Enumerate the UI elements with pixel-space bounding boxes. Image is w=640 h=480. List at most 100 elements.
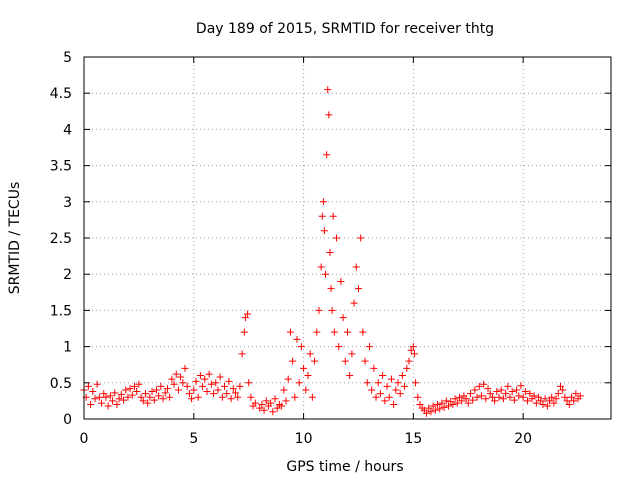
data-point <box>251 399 259 407</box>
data-point <box>324 86 332 94</box>
data-point <box>552 395 560 403</box>
data-point <box>141 390 149 398</box>
data-point <box>453 399 461 407</box>
data-point <box>289 357 297 365</box>
data-point <box>247 393 255 401</box>
y-tick-label: 5 <box>63 50 72 66</box>
data-point <box>329 212 337 220</box>
data-point <box>471 386 479 394</box>
data-point <box>480 380 488 388</box>
data-point <box>137 393 145 401</box>
data-point <box>313 328 321 336</box>
data-point <box>89 387 97 395</box>
data-point <box>221 382 229 390</box>
data-point <box>146 393 154 401</box>
y-tick-label: 2.5 <box>50 231 72 247</box>
data-point <box>431 406 439 414</box>
data-point <box>300 364 308 372</box>
data-point <box>284 375 292 383</box>
data-point <box>293 335 301 343</box>
data-point <box>322 270 330 278</box>
data-point <box>423 409 431 417</box>
data-point <box>199 382 207 390</box>
data-point <box>561 393 569 401</box>
data-point <box>361 357 369 365</box>
data-point <box>258 401 266 409</box>
data-point <box>98 399 106 407</box>
data-point <box>438 399 446 407</box>
data-point <box>106 392 114 400</box>
y-tick-labels: 0 0.5 1 1.5 2 2.5 3 3.5 4 4.5 5 <box>50 50 72 428</box>
data-point <box>117 390 125 398</box>
data-point <box>271 395 279 403</box>
data-point <box>166 393 174 401</box>
data-point <box>473 393 481 401</box>
data-point <box>120 396 128 404</box>
data-point <box>210 390 218 398</box>
data-point <box>548 393 556 401</box>
data-point <box>563 397 571 405</box>
data-point <box>245 379 253 387</box>
data-point <box>519 393 527 401</box>
data-point <box>398 372 406 380</box>
axis-ticks <box>83 56 611 420</box>
data-point <box>194 393 202 401</box>
data-point <box>383 382 391 390</box>
data-point <box>341 357 349 365</box>
data-point <box>379 372 387 380</box>
data-point <box>113 401 121 409</box>
data-point <box>295 379 303 387</box>
data-point <box>126 385 134 393</box>
data-point <box>550 399 558 407</box>
data-point <box>168 375 176 383</box>
data-point <box>554 390 562 398</box>
data-point <box>535 393 543 401</box>
data-point <box>436 405 444 413</box>
data-point <box>267 399 275 407</box>
data-point <box>218 393 226 401</box>
data-point <box>482 395 490 403</box>
data-point <box>493 387 501 395</box>
data-point <box>530 392 538 400</box>
data-point <box>207 380 215 388</box>
data-point <box>323 151 331 159</box>
data-point <box>273 404 281 412</box>
data-point <box>185 390 193 398</box>
data-point <box>526 390 534 398</box>
data-point <box>115 395 123 403</box>
data-point <box>328 306 336 314</box>
data-point <box>225 377 233 385</box>
data-point <box>449 401 457 409</box>
data-point <box>227 395 235 403</box>
x-tick-label: 15 <box>404 431 422 447</box>
data-point <box>394 379 402 387</box>
data-point <box>365 343 373 351</box>
data-point <box>510 396 518 404</box>
data-point <box>572 390 580 398</box>
data-point <box>451 395 459 403</box>
data-point <box>297 343 305 351</box>
data-point <box>212 379 220 387</box>
data-point <box>429 402 437 410</box>
data-point <box>502 390 510 398</box>
data-point <box>407 346 415 354</box>
data-point <box>144 399 152 407</box>
data-point <box>477 392 485 400</box>
data-point <box>256 404 264 412</box>
data-point <box>508 387 516 395</box>
data-point <box>559 386 567 394</box>
chart-title: Day 189 of 2015, SRMTID for receiver tht… <box>196 21 494 37</box>
data-point <box>335 343 343 351</box>
data-point <box>111 389 119 397</box>
data-point <box>462 395 470 403</box>
data-point <box>337 277 345 285</box>
data-point <box>506 393 514 401</box>
data-point <box>486 390 494 398</box>
data-point <box>152 386 160 394</box>
plot-frame <box>83 56 612 420</box>
data-point <box>87 401 95 409</box>
data-point <box>513 386 521 394</box>
data-point <box>524 397 532 405</box>
data-point <box>241 314 249 322</box>
data-point <box>302 386 310 394</box>
